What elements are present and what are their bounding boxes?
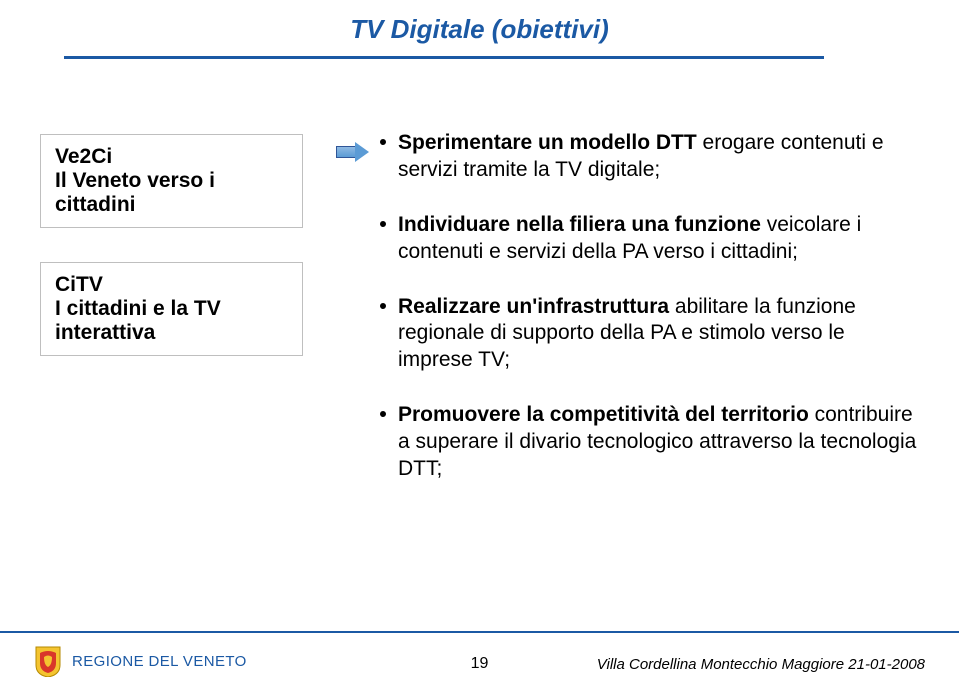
slide: TV Digitale (obiettivi) Ve2Ci Il Veneto … bbox=[0, 0, 959, 695]
arrow-icon bbox=[336, 142, 370, 162]
box-line2: Il Veneto verso i cittadini bbox=[55, 169, 288, 217]
bullet-item: Sperimentare un modello DTT erogare cont… bbox=[380, 130, 920, 184]
bullet-strong: Sperimentare un modello DTT bbox=[398, 131, 697, 154]
box-line1: CiTV bbox=[55, 273, 288, 297]
footer-divider bbox=[0, 631, 959, 633]
arrow-head bbox=[355, 142, 369, 162]
bullet-dot-icon bbox=[380, 411, 386, 417]
bullet-item: Promuovere la competitività del territor… bbox=[380, 402, 920, 483]
slide-title: TV Digitale (obiettivi) bbox=[350, 14, 609, 45]
arrow-shaft bbox=[336, 146, 356, 158]
bullet-strong: Individuare nella filiera una funzione bbox=[398, 213, 761, 236]
bullet-list: Sperimentare un modello DTT erogare cont… bbox=[380, 130, 920, 511]
title-underline bbox=[64, 56, 824, 59]
box-line1: Ve2Ci bbox=[55, 145, 288, 169]
bullet-dot-icon bbox=[380, 303, 386, 309]
box-line2: I cittadini e la TV interattiva bbox=[55, 297, 288, 345]
footer-logo-text: REGIONE DEL VENETO bbox=[72, 653, 247, 670]
footer-logo: REGIONE DEL VENETO bbox=[34, 645, 247, 677]
crest-icon bbox=[34, 645, 62, 677]
page-number: 19 bbox=[471, 655, 489, 673]
left-box-citv: CiTV I cittadini e la TV interattiva bbox=[40, 262, 303, 356]
bullet-strong: Promuovere la competitività del territor… bbox=[398, 403, 809, 426]
bullet-dot-icon bbox=[380, 221, 386, 227]
bullet-item: Individuare nella filiera una funzione v… bbox=[380, 212, 920, 266]
title-container: TV Digitale (obiettivi) bbox=[0, 14, 959, 45]
bullet-dot-icon bbox=[380, 139, 386, 145]
left-box-ve2ci: Ve2Ci Il Veneto verso i cittadini bbox=[40, 134, 303, 228]
bullet-strong: Realizzare un'infrastruttura bbox=[398, 295, 669, 318]
footer-venue: Villa Cordellina Montecchio Maggiore 21-… bbox=[597, 656, 925, 673]
bullet-item: Realizzare un'infrastruttura abilitare l… bbox=[380, 294, 920, 375]
